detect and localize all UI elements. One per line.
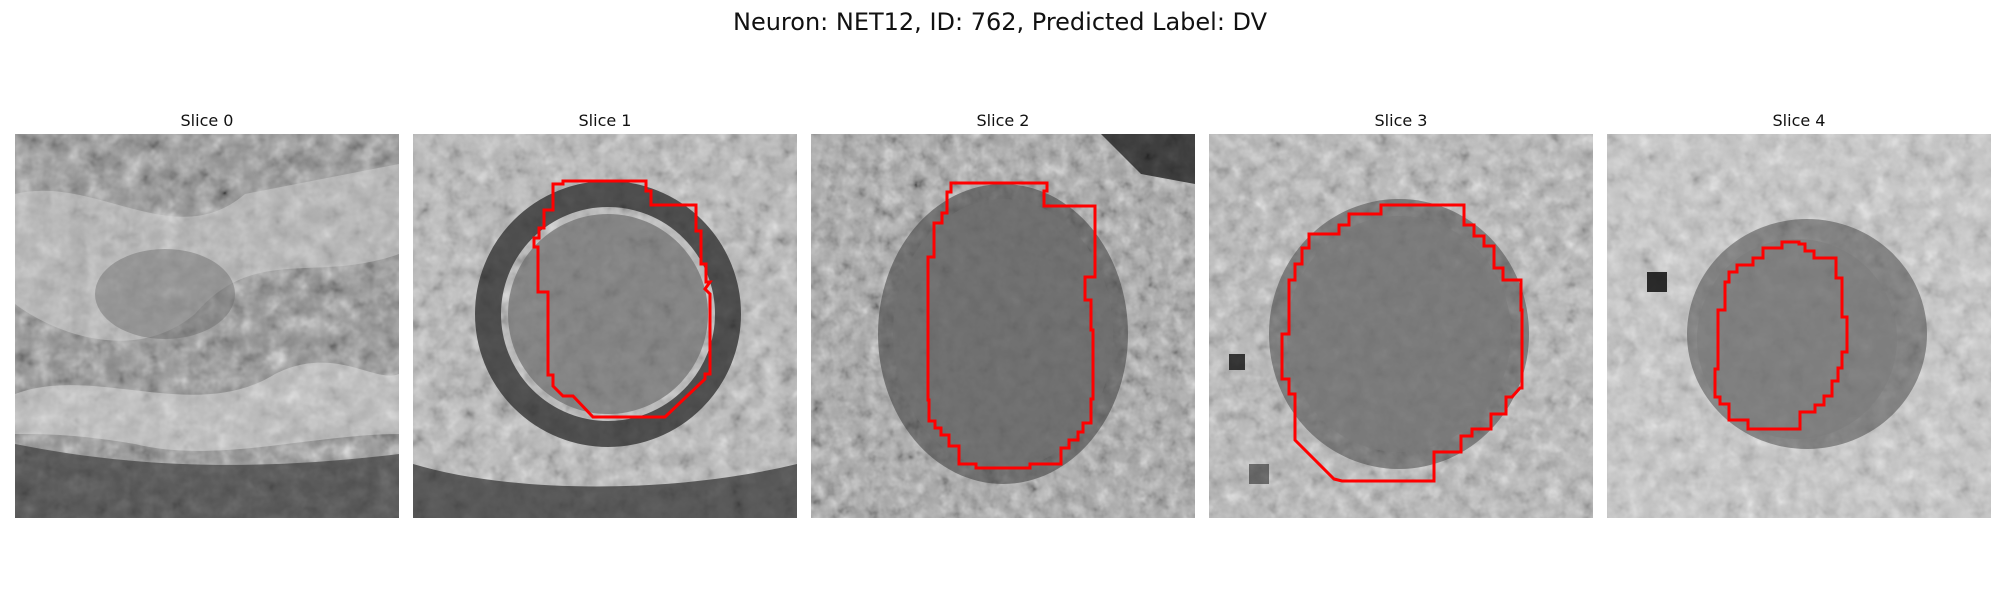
slice-title: Slice 1 [578,111,632,130]
slice-image [15,134,399,518]
slice-image [811,134,1195,518]
slice-title: Slice 2 [976,111,1030,130]
slice-panel-4: Slice 4 [1607,108,1991,518]
figure-title: Neuron: NET12, ID: 762, Predicted Label:… [732,8,1268,36]
neuron-outline [1280,203,1524,483]
slice-image [1209,134,1593,518]
neuron-outline [1713,240,1849,431]
slice-image [1607,134,1991,518]
slice-panel-0: Slice 0 [15,108,399,518]
slice-panel-3: Slice 3 [1209,108,1593,518]
slice-image [413,134,797,518]
slice-panel-1: Slice 1 [413,108,797,518]
slice-title: Slice 3 [1374,111,1428,130]
neuron-outline [532,179,713,419]
slice-title: Slice 0 [180,111,234,130]
slice-panel-2: Slice 2 [811,108,1195,518]
slice-title: Slice 4 [1772,111,1826,130]
neuron-outline [926,181,1097,470]
